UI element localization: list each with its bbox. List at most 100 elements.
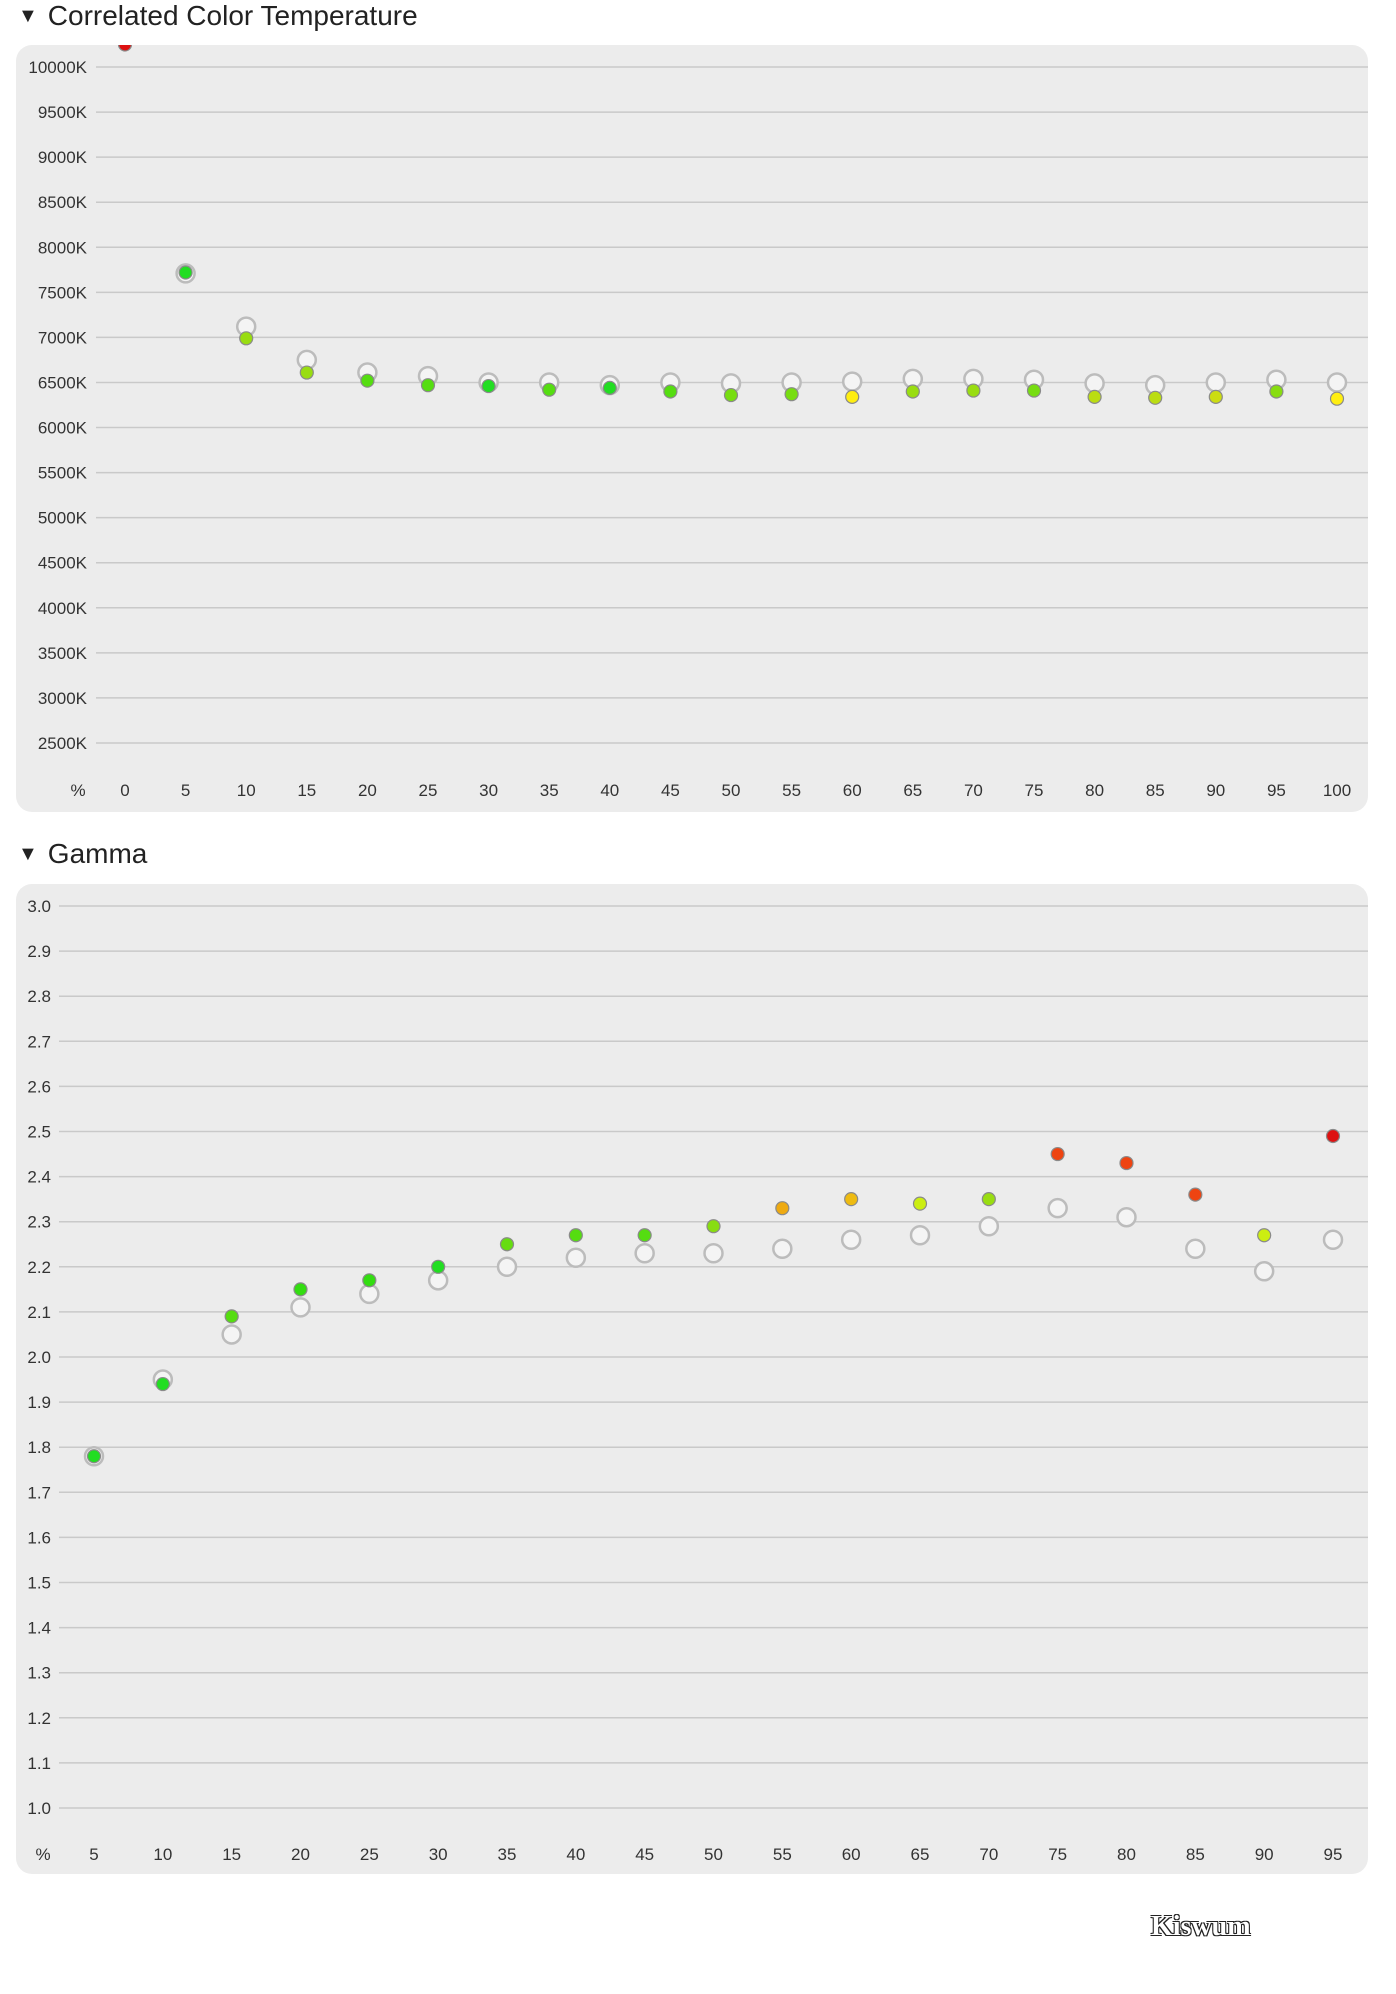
y-tick-label: 1.8	[27, 1438, 51, 1457]
target-point	[1205, 372, 1227, 393]
x-tick-label: 10	[153, 1845, 172, 1864]
x-tick-label: 90	[1206, 781, 1225, 800]
measured-point	[568, 1228, 583, 1243]
measured-point	[360, 373, 375, 388]
x-tick-label: 95	[1324, 1845, 1343, 1864]
target-point	[1322, 1229, 1344, 1250]
measured-point	[239, 331, 254, 346]
x-tick-label: 30	[479, 781, 498, 800]
target-point	[221, 1324, 242, 1345]
measured-point	[224, 1309, 239, 1324]
y-tick-label: 1.1	[27, 1754, 51, 1773]
x-tick-label: 40	[600, 781, 619, 800]
x-tick-label: 80	[1085, 781, 1104, 800]
measured-point	[981, 1192, 996, 1207]
y-tick-label: 4500K	[38, 554, 88, 573]
target-point	[496, 1256, 518, 1278]
x-tick-label: 60	[843, 781, 862, 800]
target-point	[634, 1243, 655, 1264]
measured-point	[1119, 1155, 1134, 1171]
target-point	[359, 1283, 380, 1305]
measured-point	[1188, 1187, 1203, 1202]
y-tick-label: 1.5	[27, 1574, 51, 1593]
y-tick-label: 7000K	[38, 328, 88, 347]
x-tick-label: 25	[360, 1845, 379, 1864]
y-tick-label: 2.4	[27, 1168, 51, 1187]
x-tick-label: 55	[782, 781, 801, 800]
y-tick-label: 1.9	[27, 1393, 51, 1412]
measured-point	[481, 378, 496, 394]
y-tick-label: 4000K	[38, 599, 88, 618]
x-tick-label: 15	[297, 781, 316, 800]
y-tick-label: 1.7	[27, 1483, 51, 1502]
x-tick-label: 65	[903, 781, 922, 800]
measured-point	[117, 45, 133, 52]
y-tick-label: 2.7	[27, 1032, 51, 1051]
measured-point	[1325, 1128, 1341, 1144]
x-tick-label: 85	[1146, 781, 1165, 800]
x-tick-label: 25	[419, 781, 438, 800]
x-tick-label: 50	[704, 1845, 723, 1864]
measured-point	[178, 265, 193, 280]
target-point	[1047, 1197, 1068, 1219]
y-tick-label: 2500K	[38, 734, 88, 753]
y-tick-label: 5500K	[38, 464, 88, 483]
x-tick-label: 45	[635, 1845, 654, 1864]
x-tick-label: 20	[358, 781, 377, 800]
y-tick-label: 2.9	[27, 942, 51, 961]
measured-point	[1148, 390, 1163, 405]
x-tick-label: 15	[222, 1845, 241, 1864]
target-point	[427, 1270, 449, 1291]
x-tick-label: 90	[1255, 1845, 1274, 1864]
cct-chart: 2500K 3000K 3500K 4000K 4500K 5000K 5500K 6000K…	[28, 45, 1368, 800]
x-tick-label: 5	[89, 1845, 98, 1864]
measured-point	[637, 1228, 652, 1243]
x-tick-label: 50	[722, 781, 741, 800]
measured-point	[499, 1237, 515, 1252]
target-point	[703, 1243, 724, 1264]
measured-point	[844, 1192, 859, 1207]
measured-point	[1269, 384, 1284, 399]
gamma-chart-panel: 1.0 1.1 1.2 1.3 1.4 1.5 1.6 1.7 1.8 1.9 2.0 2.1 2.2 2…	[16, 884, 1368, 1874]
x-tick-label: 30	[429, 1845, 448, 1864]
measured-point	[1257, 1228, 1272, 1243]
y-tick-label: 2.2	[27, 1258, 51, 1277]
x-tick-label: 85	[1186, 1845, 1205, 1864]
y-tick-label: 6500K	[38, 373, 88, 392]
measured-point	[663, 384, 678, 399]
target-point	[772, 1238, 793, 1260]
x-unit-label: %	[70, 781, 85, 800]
x-tick-label: 70	[964, 781, 983, 800]
measured-point	[723, 387, 739, 403]
gamma-section-header[interactable]: ▼ Gamma	[18, 838, 147, 870]
x-tick-label: 45	[661, 781, 680, 800]
x-tick-label: 80	[1117, 1845, 1136, 1864]
x-tick-label: 100	[1323, 781, 1351, 800]
target-point	[841, 371, 863, 392]
target-point	[909, 1224, 931, 1246]
y-tick-label: 9000K	[38, 148, 88, 167]
measured-point	[966, 383, 981, 398]
target-point	[1326, 372, 1348, 393]
x-tick-label: 55	[773, 1845, 792, 1864]
measured-point	[602, 380, 617, 395]
y-tick-label: 6000K	[38, 419, 88, 438]
measured-point	[420, 378, 436, 393]
y-tick-label: 1.3	[27, 1664, 51, 1683]
watermark-logo: Kiswum	[1151, 1911, 1251, 1942]
measured-point	[1208, 389, 1223, 404]
cct-section-header[interactable]: ▼ Correlated Color Temperature	[18, 0, 418, 32]
x-tick-label: 75	[1048, 1845, 1067, 1864]
measured-point	[706, 1219, 721, 1234]
measured-point	[845, 389, 860, 404]
x-tick-label: 95	[1267, 781, 1286, 800]
measured-point	[155, 1376, 170, 1392]
x-tick-label: 75	[1025, 781, 1044, 800]
y-tick-label: 2.0	[27, 1348, 51, 1367]
y-tick-label: 3000K	[38, 689, 88, 708]
x-tick-label: 20	[291, 1845, 310, 1864]
y-tick-label: 3500K	[38, 644, 88, 663]
y-tick-label: 5000K	[38, 509, 88, 528]
y-tick-label: 1.0	[27, 1799, 51, 1818]
y-tick-label: 1.2	[27, 1709, 51, 1728]
